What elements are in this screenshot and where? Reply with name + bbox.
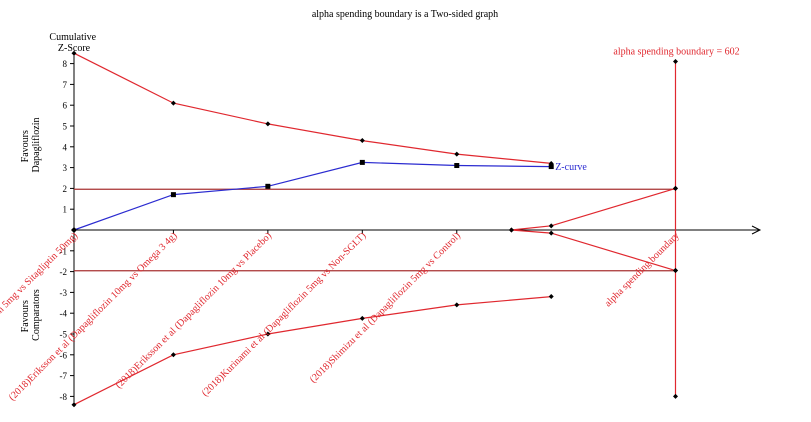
favours-top-line2: Dapagliflozin bbox=[31, 118, 42, 173]
y-tick-label: 4 bbox=[63, 142, 68, 152]
boundary-point bbox=[170, 100, 176, 106]
boundary-point bbox=[170, 352, 176, 358]
y-tick-label: 8 bbox=[63, 59, 68, 69]
alpha-spending-boundary-label: alpha spending boundary = 602 bbox=[613, 47, 739, 58]
z-curve-point bbox=[454, 163, 460, 169]
boundary-point bbox=[548, 294, 554, 300]
favours-bottom-label: Favours Comparators bbox=[20, 289, 42, 341]
boundary-line bbox=[511, 187, 676, 231]
vertical-line-marker bbox=[672, 393, 678, 399]
y-tick-label: -7 bbox=[60, 371, 68, 381]
boundary-line bbox=[73, 52, 552, 164]
vertical-line-marker bbox=[672, 59, 678, 65]
y-tick-label: 5 bbox=[63, 122, 68, 132]
y-tick-label: 3 bbox=[63, 163, 68, 173]
z-curve-label: Z-curve bbox=[555, 162, 587, 173]
x-category-label: (2018)Eriksson et al (Dapagliflozin 10mg… bbox=[113, 230, 274, 391]
y-axis-label: Cumulative Z-Score bbox=[49, 32, 98, 54]
y-tick-label: 6 bbox=[63, 101, 68, 111]
favours-top-line1: Favours bbox=[20, 130, 31, 162]
plot-area: 8 7 6 5 4 3 2 1 -1 -2 -3 -4 -5 -6 -7 -8 alpha spending b… bbox=[0, 47, 762, 411]
vertical-line-marker bbox=[672, 268, 678, 274]
y-tick-label: 7 bbox=[63, 80, 68, 90]
boundary-point bbox=[508, 227, 514, 233]
y-tick-label: -2 bbox=[60, 267, 68, 277]
y-tick-label: -6 bbox=[60, 350, 68, 360]
y-tick-label: -8 bbox=[60, 392, 68, 402]
boundary-point bbox=[71, 50, 77, 56]
boundary-point bbox=[454, 151, 460, 157]
favours-bottom-line2: Comparators bbox=[31, 289, 42, 341]
x-category-label: (2018)Kurinami et al (Dapagliflozin 5mg … bbox=[200, 230, 369, 399]
y-axis-label-line1: Cumulative bbox=[49, 32, 96, 43]
z-curve-point bbox=[170, 192, 176, 198]
boundary-point bbox=[265, 121, 271, 127]
favours-bottom-line1: Favours bbox=[20, 300, 31, 332]
z-curve-point bbox=[548, 164, 554, 170]
vertical-line-marker bbox=[672, 185, 678, 191]
boundary-point bbox=[548, 230, 554, 236]
boundary-line bbox=[73, 296, 552, 406]
y-tick-label: -1 bbox=[60, 246, 68, 256]
boundary-point bbox=[359, 138, 365, 144]
z-curve-point bbox=[265, 183, 271, 189]
x-axis-arrow bbox=[751, 225, 762, 235]
y-tick-label: 2 bbox=[63, 184, 68, 194]
y-tick-label: -3 bbox=[60, 288, 68, 298]
y-tick-label: -5 bbox=[60, 330, 68, 340]
z-curve-line bbox=[73, 161, 552, 231]
boundary-point bbox=[548, 160, 554, 166]
boundary-point bbox=[454, 302, 460, 308]
boundary-point bbox=[359, 315, 365, 321]
y-axis-label-line2: Z-Score bbox=[58, 43, 91, 54]
z-curve-point bbox=[71, 227, 77, 233]
z-curve-point bbox=[359, 159, 365, 165]
chart-title: alpha spending boundary is a Two-sided g… bbox=[312, 9, 498, 20]
favours-top-label: Favours Dapagliflozin bbox=[20, 118, 42, 173]
boundary-point bbox=[265, 331, 271, 337]
y-tick-label: 1 bbox=[63, 205, 68, 215]
alpha-spending-rotated-label: alpha spending boundary bbox=[603, 230, 682, 309]
boundary-point bbox=[548, 223, 554, 229]
y-tick-label: -4 bbox=[60, 309, 68, 319]
boundary-point bbox=[71, 402, 77, 408]
